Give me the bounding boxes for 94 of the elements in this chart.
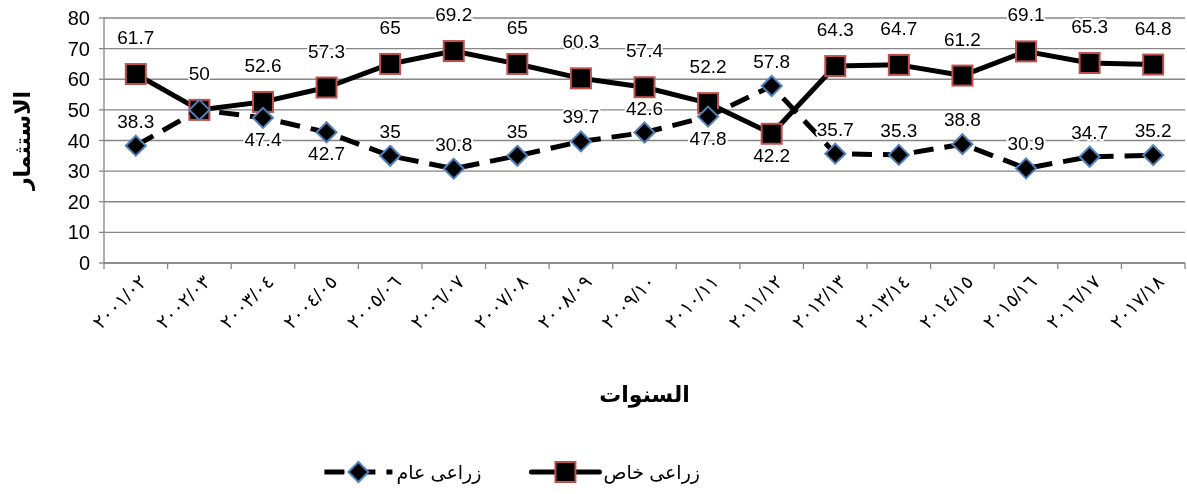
data-label: 57.8 — [753, 50, 791, 72]
data-label: 50 — [188, 62, 210, 84]
data-label: 30.9 — [1007, 133, 1045, 155]
data-label: 69.1 — [1007, 4, 1045, 26]
data-label: 38.3 — [117, 110, 155, 132]
point — [315, 121, 338, 144]
point — [760, 122, 783, 145]
point — [124, 63, 147, 86]
y-axis-title: الاستثمار — [10, 90, 35, 192]
data-label: 42.7 — [308, 143, 346, 165]
data-label: 35.3 — [880, 119, 918, 141]
point — [1078, 145, 1101, 168]
point — [251, 90, 274, 113]
y-tick-label: 60 — [67, 68, 90, 91]
x-tick-label: ٢٠١٤/١٥ — [915, 270, 978, 333]
point — [569, 67, 592, 90]
y-tick-label: 0 — [78, 252, 90, 274]
data-label: 47.8 — [689, 127, 727, 149]
data-label: 57.4 — [626, 40, 664, 62]
point — [697, 105, 720, 128]
point — [506, 144, 529, 167]
x-tick-label: ٢٠٠٩/١٠ — [597, 270, 660, 333]
data-label: 52.2 — [689, 56, 727, 78]
point — [1142, 53, 1165, 76]
point — [442, 40, 465, 63]
data-label: 47.4 — [244, 128, 282, 150]
data-label: 42.6 — [626, 97, 663, 119]
point — [569, 130, 592, 153]
data-label: 61.2 — [943, 28, 981, 50]
data-label: 65 — [379, 16, 401, 38]
data-label: 69.2 — [435, 4, 473, 26]
point — [1015, 40, 1038, 63]
point — [442, 157, 465, 180]
y-tick-label: 20 — [67, 190, 90, 213]
y-tick-label: 40 — [67, 129, 90, 152]
data-label: 64.8 — [1134, 17, 1172, 39]
x-tick-label: ٢٠٠٣/٠٤ — [215, 270, 278, 333]
data-label: 35.2 — [1134, 120, 1172, 142]
data-label: 30.8 — [435, 133, 473, 155]
y-tick-label: 30 — [67, 160, 90, 183]
data-label: 57.3 — [308, 40, 346, 62]
data-label: 38.8 — [943, 109, 981, 131]
x-tick-label: ٢٠٠٢/٠٣ — [152, 270, 215, 333]
point — [1142, 144, 1165, 167]
x-tick-label: ٢٠٠١/٠٢ — [88, 270, 151, 333]
data-label: 65.3 — [1071, 16, 1109, 38]
data-label: 60.3 — [562, 31, 600, 53]
x-tick-label: ٢٠١٢/١٣ — [788, 270, 851, 333]
data-label: 42.2 — [753, 144, 791, 166]
data-label: 64.3 — [816, 19, 854, 41]
x-tick-label: ٢٠١٣/١٤ — [851, 270, 914, 333]
x-tick-label: ٢٠٠٤/٠٥ — [279, 270, 342, 333]
point — [315, 76, 338, 99]
point — [506, 52, 529, 75]
point — [824, 55, 847, 78]
data-label: 52.6 — [244, 54, 282, 76]
point — [824, 142, 847, 165]
x-tick-label: ٢٠١١/١٢ — [724, 270, 787, 333]
point — [124, 134, 147, 157]
data-label: 35 — [506, 120, 528, 142]
legend-label: زراعى عام — [396, 462, 482, 484]
point — [379, 144, 402, 167]
y-tick-label: 80 — [67, 7, 90, 29]
point — [887, 143, 910, 166]
point — [379, 52, 402, 75]
x-tick-label: ٢٠١٥/١٦ — [978, 270, 1041, 333]
point — [1015, 157, 1038, 180]
y-tick-label: 70 — [67, 37, 90, 60]
x-tick-label: ٢٠٠٧/٠٨ — [470, 270, 533, 333]
x-axis-title: السنوات — [599, 382, 690, 408]
data-label: 61.7 — [117, 27, 155, 49]
point — [1078, 52, 1101, 75]
data-label: 34.7 — [1071, 121, 1109, 143]
y-tick-label: 10 — [67, 221, 90, 244]
data-label: 64.7 — [880, 17, 918, 39]
x-tick-label: ٢٠١٠/١١ — [661, 270, 723, 333]
point — [633, 76, 656, 99]
point — [760, 74, 783, 97]
point — [951, 64, 974, 87]
point — [251, 106, 274, 129]
point — [951, 133, 974, 156]
point — [633, 121, 656, 144]
data-label: 35 — [379, 120, 401, 142]
y-tick-label: 50 — [67, 98, 90, 121]
x-tick-label: ٢٠١٦/١٧ — [1042, 270, 1105, 333]
x-tick-label: ٢٠٠٨/٠٩ — [533, 270, 596, 333]
point — [887, 53, 910, 76]
data-label: 35.7 — [816, 118, 854, 140]
x-tick-label: ٢٠١٧/١٨ — [1106, 270, 1169, 333]
x-tick-label: ٢٠٠٥/٠٦ — [343, 270, 405, 333]
data-label: 65 — [506, 16, 528, 38]
x-tick-label: ٢٠٠٦/٠٧ — [406, 270, 469, 333]
legend-label: زراعى خاص — [603, 462, 700, 484]
data-label: 39.7 — [562, 106, 600, 128]
